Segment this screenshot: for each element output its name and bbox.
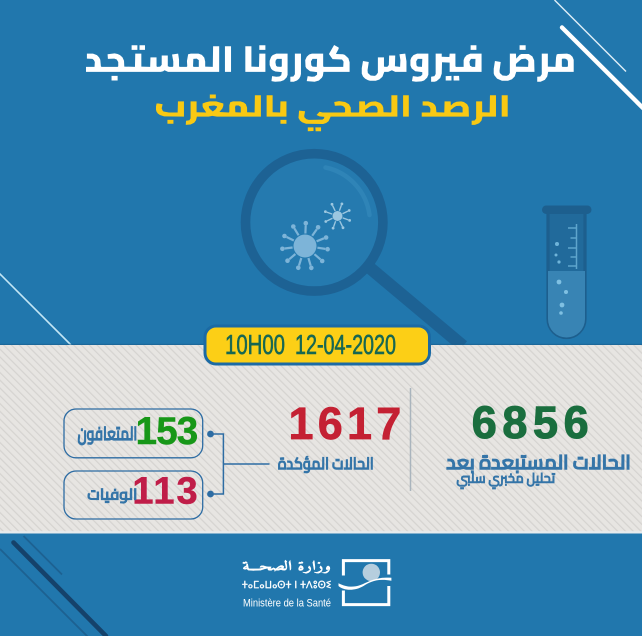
svg-text:Ministère de la Santé: Ministère de la Santé xyxy=(243,598,331,610)
svg-text:153: 153 xyxy=(136,410,198,453)
svg-text:6856: 6856 xyxy=(472,397,595,448)
svg-text:113: 113 xyxy=(132,471,199,513)
svg-text:1617: 1617 xyxy=(289,398,406,449)
svg-text:10H00: 10H00 xyxy=(225,329,285,360)
svg-text:12-04-2020: 12-04-2020 xyxy=(295,329,396,360)
